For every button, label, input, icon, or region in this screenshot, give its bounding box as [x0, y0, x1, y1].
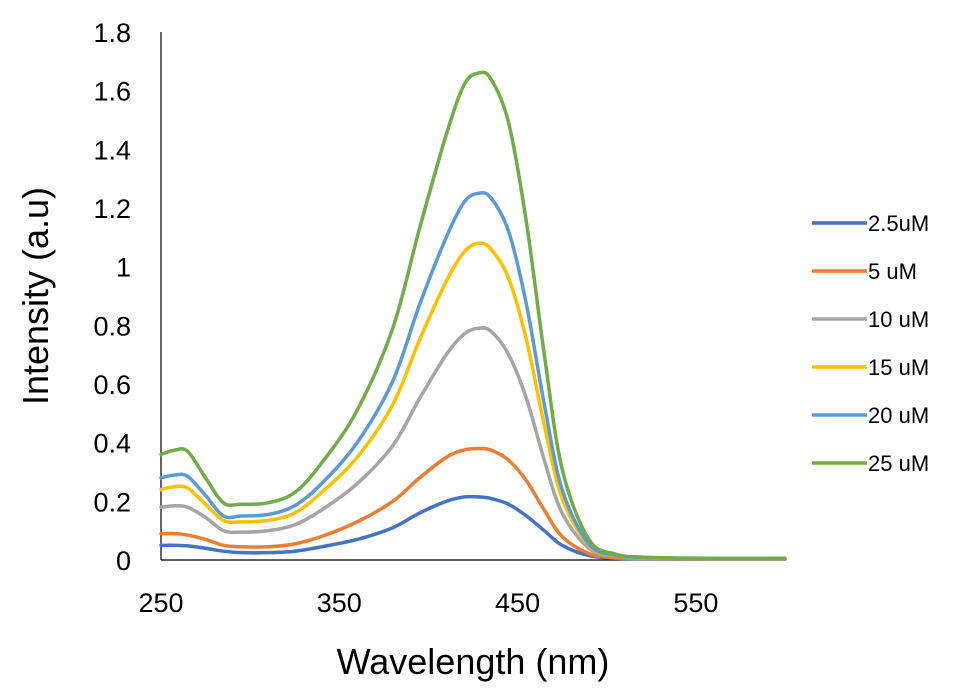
series-line-10um — [159, 326, 787, 561]
legend-label-25um: 25 uM — [868, 451, 929, 476]
axes — [160, 32, 785, 561]
x-axis-title: Wavelength (nm) — [337, 641, 610, 682]
legend-label-2.5um: 2.5uM — [868, 211, 929, 236]
y-tick-label: 0.6 — [93, 370, 131, 400]
y-tick-label: 1.4 — [93, 135, 131, 165]
x-tick-labels: 250 350 450 550 — [138, 588, 718, 618]
y-axis-title: Intensity (a.u) — [15, 187, 56, 405]
x-tick-label: 450 — [495, 588, 540, 618]
series-line-15um — [159, 241, 787, 561]
legend-label-10um: 10 uM — [868, 307, 929, 332]
y-tick-labels: 0 0.2 0.4 0.6 0.8 1 1.2 1.4 1.6 1.8 — [93, 18, 131, 576]
x-tick-label: 350 — [317, 588, 362, 618]
legend-label-20um: 20 uM — [868, 403, 929, 428]
series-line-25um — [159, 70, 787, 561]
legend-label-5um: 5 uM — [868, 259, 917, 284]
y-tick-label: 0.8 — [93, 311, 131, 341]
series-lines — [159, 70, 787, 561]
y-tick-label: 0.2 — [93, 487, 131, 517]
y-tick-label: 1.2 — [93, 194, 131, 224]
y-tick-label: 1.8 — [93, 18, 131, 48]
x-tick-label: 250 — [138, 588, 183, 618]
y-tick-label: 0.4 — [93, 429, 131, 459]
y-tick-label: 1 — [116, 253, 131, 283]
x-tick-label: 550 — [673, 588, 718, 618]
legend-label-15um: 15 uM — [868, 355, 929, 380]
y-tick-label: 0 — [116, 546, 131, 576]
legend: 2.5uM 5 uM 10 uM 15 uM 20 uM 25 uM — [812, 211, 929, 476]
y-tick-label: 1.6 — [93, 77, 131, 107]
